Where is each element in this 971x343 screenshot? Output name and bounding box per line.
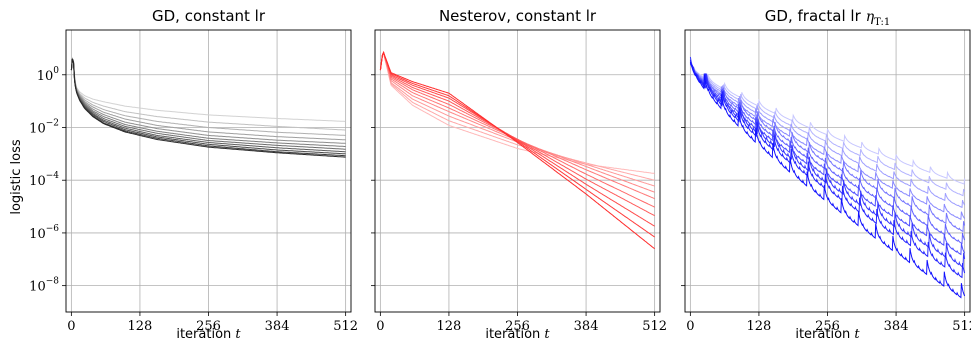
series-line [379,51,655,227]
y-tick-label: 10−4 [29,171,59,189]
series-line [379,52,655,174]
x-tick-label: 256 [196,319,221,334]
series-line [70,57,346,122]
x-axis-label: iteration t [795,327,860,342]
series-group [689,56,966,299]
series-line [689,61,966,245]
series-line [70,58,346,147]
x-axis-label: iteration t [176,327,241,342]
series-line [689,62,966,208]
series-line [689,59,966,279]
series-line [689,61,966,197]
series-line [70,58,346,157]
series-line [70,57,346,131]
series-line [379,51,655,238]
series-line [70,58,346,141]
x-tick-label: 256 [505,319,530,334]
x-tick-label: 128 [437,319,462,334]
series-line [379,51,655,250]
y-tick-label: 10−8 [29,277,59,295]
series-line [70,56,346,136]
series-line [689,56,966,269]
series-group [379,51,655,250]
series-line [689,61,966,299]
chart-title: GD, fractal lr ηT:1 [765,7,890,28]
x-tick-label: 0 [376,319,384,334]
series-line [70,58,346,158]
series-line [689,60,966,185]
x-tick-label: 0 [686,319,694,334]
y-axis-label: logistic loss [9,139,24,215]
series-group [70,56,346,158]
series-line [379,51,655,181]
y-tick-label: 10−2 [29,118,59,136]
series-line [70,58,346,144]
x-tick-label: 512 [333,319,358,334]
x-tick-label: 128 [747,319,772,334]
series-line [70,58,346,153]
x-tick-label: 384 [574,319,599,334]
x-tick-label: 0 [67,319,75,334]
y-tick-label: 100 [37,66,60,84]
panel-gd-constant: 0 128 256 384 512 100 10−2 10−4 10−6 10−8 GD, cons… [9,7,358,342]
x-tick-label: 512 [642,319,667,334]
x-tick-label: 512 [952,319,971,334]
series-line [379,51,655,217]
x-axis-label: iteration t [485,327,550,342]
series-line [70,58,346,150]
series-line [689,63,966,221]
x-tick-label: 256 [815,319,840,334]
series-line [70,58,346,155]
chart-title: GD, constant lr [152,7,266,25]
x-tick-label: 128 [128,319,153,334]
y-tick-label: 10−6 [29,224,59,242]
x-tick-label: 384 [265,319,290,334]
series-line [689,59,966,233]
chart-title: Nesterov, constant lr [439,7,597,25]
x-tick-label: 384 [884,319,909,334]
panel-nesterov-constant: 0 128 256 384 512 Nesterov, constant lr iterat… [371,7,667,342]
